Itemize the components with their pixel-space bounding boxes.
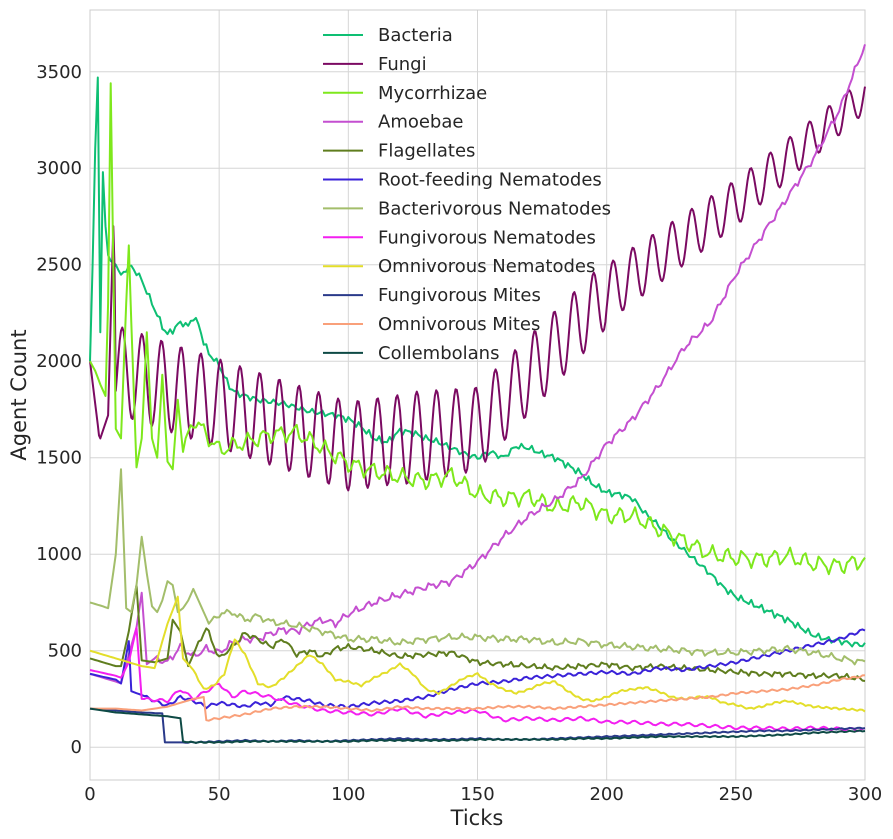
legend-label: Amoebae bbox=[378, 112, 463, 133]
legend-label: Fungi bbox=[378, 54, 427, 75]
y-tick-label: 3000 bbox=[36, 158, 82, 179]
legend-label: Bacteria bbox=[378, 25, 453, 46]
y-tick-label: 1000 bbox=[36, 544, 82, 565]
legend-label: Fungivorous Mites bbox=[378, 285, 541, 306]
x-tick-labels: 0 50 100 150 200 250 300 bbox=[84, 784, 882, 805]
x-tick-label: 150 bbox=[460, 784, 494, 805]
series-line-collem bbox=[89, 707, 866, 744]
x-tick-label: 50 bbox=[208, 784, 231, 805]
series-line-fungi bbox=[89, 86, 866, 492]
legend-label: Collembolans bbox=[378, 343, 499, 364]
series-line-mycorrhizae bbox=[89, 82, 866, 576]
legend-label: Bacterivorous Nematodes bbox=[378, 198, 611, 219]
y-tick-label: 500 bbox=[48, 641, 82, 662]
x-tick-label: 100 bbox=[331, 784, 365, 805]
y-axis-label: Agent Count bbox=[7, 329, 31, 460]
series-line-omnnem bbox=[89, 595, 866, 713]
x-tick-label: 250 bbox=[719, 784, 753, 805]
series-line-omnmite bbox=[90, 674, 866, 722]
legend-label: Root-feeding Nematodes bbox=[378, 170, 602, 191]
axes-frame bbox=[89, 9, 866, 781]
legend-label: Mycorrhizae bbox=[378, 83, 487, 104]
series-line-bactnem bbox=[89, 468, 866, 666]
y-tick-label: 0 bbox=[71, 737, 82, 758]
axes-border bbox=[89, 9, 866, 781]
series-layer bbox=[89, 44, 866, 744]
x-axis-label: Ticks bbox=[450, 806, 504, 830]
legend-label: Omnivorous Nematodes bbox=[378, 256, 595, 277]
x-tick-label: 0 bbox=[84, 784, 95, 805]
x-tick-label: 200 bbox=[589, 784, 623, 805]
series-line-amoebae bbox=[89, 44, 866, 685]
legend-label: Flagellates bbox=[378, 141, 475, 162]
legend-label: Fungivorous Nematodes bbox=[378, 227, 596, 248]
legend: Bacteria Fungi Mycorrhizae Amoebae Flagellat… bbox=[323, 25, 611, 364]
legend-label: Omnivorous Mites bbox=[378, 314, 540, 335]
series-line-fungnem bbox=[89, 626, 866, 733]
y-tick-label: 2500 bbox=[36, 255, 82, 276]
y-tick-label: 2000 bbox=[36, 351, 82, 372]
series-line-rootfeed bbox=[89, 628, 866, 710]
y-tick-label: 1500 bbox=[36, 448, 82, 469]
series-line-flagellates bbox=[89, 584, 866, 682]
y-tick-label: 3500 bbox=[36, 62, 82, 83]
x-tick-label: 300 bbox=[848, 784, 882, 805]
y-tick-labels: 0 500 1000 1500 2000 2500 3000 3500 bbox=[36, 62, 82, 758]
